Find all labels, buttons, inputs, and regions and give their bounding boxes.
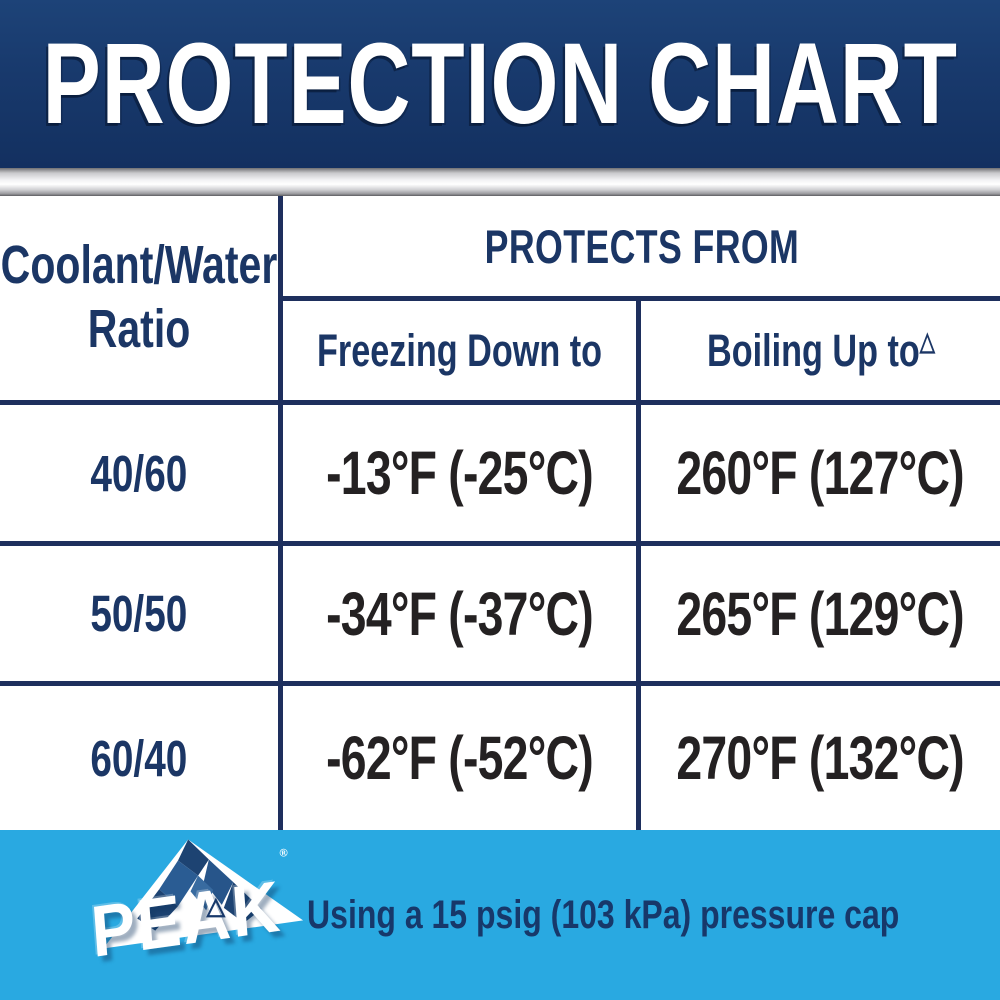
pressure-cap-footnote: △ Using a 15 psig (103 kPa) pressure cap [207,830,900,1000]
ratio-column-header: Coolant/Water Ratio [0,196,278,400]
column-divider-ratio [278,196,283,830]
freezing-column-header: Freezing Down to [317,324,602,376]
row-divider-2 [0,681,1000,686]
registered-trademark: ® [278,847,289,861]
table-row-1-ratio: 40/60 [90,444,188,502]
table-row-1-freezing: -13°F (-25°C) [326,439,594,507]
table-row-2-ratio: 50/50 [90,585,188,642]
footnote-text: Using a 15 psig (103 kPa) pressure cap [307,893,900,938]
peak-logo: ® PEAK [42,815,349,994]
column-divider-freeze-boil [636,296,641,830]
table-row-3-freezing: -62°F (-52°C) [326,724,594,792]
boiling-header-label: Boiling Up to [706,324,920,376]
mountain-icon [103,839,304,949]
table-row-2-freezing: -34°F (-37°C) [326,579,594,648]
page-title: PROTECTION CHART [42,19,958,148]
row-divider-protects [278,296,1000,301]
table-row-1-boiling: 260°F (127°C) [676,439,965,507]
protects-from-header: PROTECTS FROM [484,219,799,273]
metallic-divider-bar [0,168,1000,197]
table-row-3-ratio: 60/40 [90,729,188,787]
boiling-column-header: Boiling Up to△ [641,301,1000,400]
footnote-triangle-icon: △ [206,892,226,920]
ratio-header-line2: Ratio [87,299,191,359]
table-row-3-boiling: 270°F (132°C) [676,724,965,792]
title-banner: PROTECTION CHART [0,0,1000,168]
boiling-footnote-triangle-icon: △ [919,325,935,356]
row-divider-1 [0,541,1000,546]
ratio-header-line1: Coolant/Water [0,235,278,296]
table-row-2-boiling: 265°F (129°C) [676,579,965,648]
protection-table: Coolant/Water Ratio PROTECTS FROM Freezi… [0,196,1000,830]
row-divider-header [0,400,1000,405]
